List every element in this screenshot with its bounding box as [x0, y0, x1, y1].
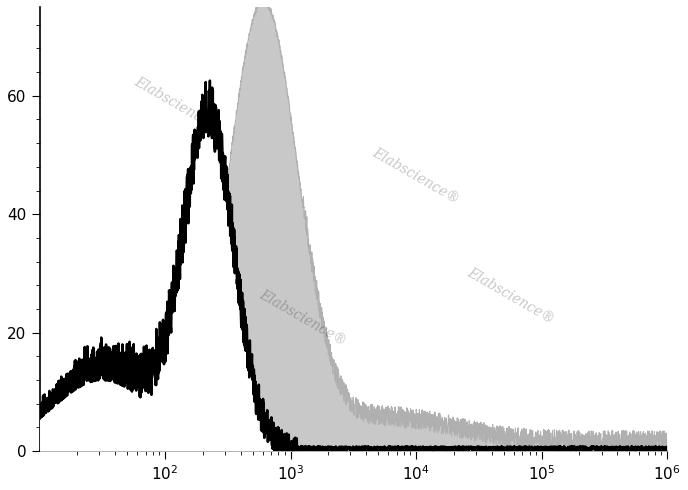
Text: Elabscience®: Elabscience®	[464, 265, 557, 326]
Text: Elabscience®: Elabscience®	[370, 145, 462, 206]
Text: Elabscience®: Elabscience®	[257, 287, 349, 348]
Text: Elabscience®: Elabscience®	[131, 74, 224, 135]
